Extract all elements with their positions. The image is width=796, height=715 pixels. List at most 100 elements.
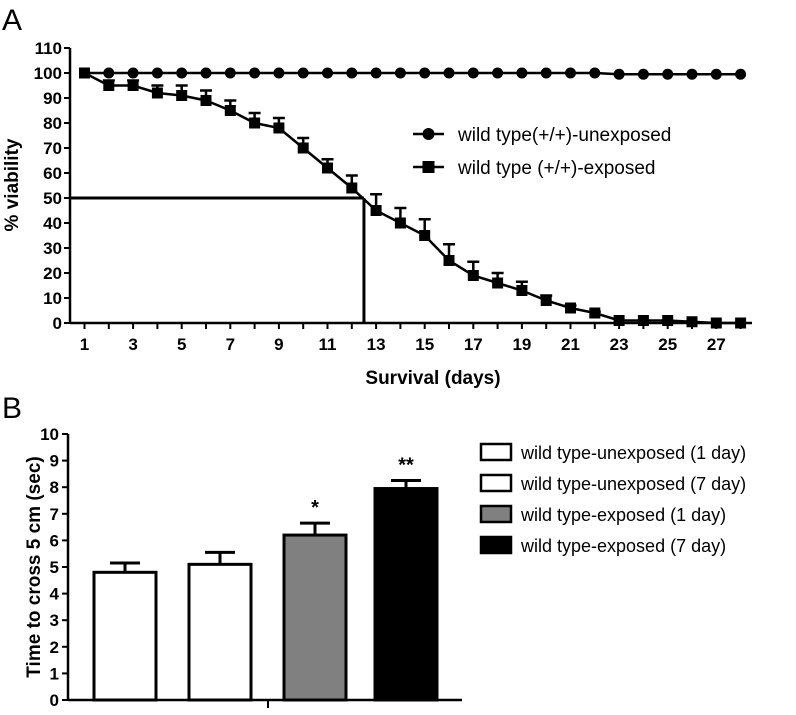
data-point-unexposed (492, 67, 504, 79)
panel-a-reference-lines (70, 196, 366, 323)
data-point-unexposed (637, 68, 649, 80)
data-point-exposed (686, 316, 698, 328)
bar-2 (187, 562, 253, 702)
data-point-exposed (419, 230, 431, 241)
data-point-unexposed (710, 68, 722, 80)
significance-marker-4: ** (398, 455, 414, 477)
legend-marker-square (422, 161, 435, 173)
data-point-exposed (346, 182, 358, 194)
legend-label-4: wild type-exposed (7 day) (520, 536, 726, 556)
y-tick-label: 3 (50, 611, 59, 630)
panel-a-x-axis-title: Survival (days) (365, 368, 500, 389)
panel-a-y-ticks: 0 10 20 30 40 50 60 70 80 90 100 110 (34, 39, 70, 333)
y-tick-label: 7 (50, 505, 59, 524)
panel-a-label: A (2, 4, 22, 37)
y-tick-label: 30 (43, 239, 62, 258)
y-tick-label: 0 (50, 691, 59, 710)
data-point-unexposed (589, 67, 601, 79)
data-point-exposed (249, 117, 261, 129)
panel-a-x-ticks: 1 3 5 7 9 11 13 15 17 19 21 23 25 27 (80, 323, 742, 354)
panel-a-legend: wild type(+/+)-unexposed wild type (+/+)… (413, 125, 671, 179)
legend-swatch-3 (479, 504, 513, 524)
data-point-unexposed (297, 67, 309, 79)
y-tick-label: 10 (43, 289, 62, 308)
data-point-unexposed (224, 67, 236, 79)
data-point-exposed (443, 255, 455, 266)
data-point-exposed (613, 315, 625, 326)
panel-b-y-axis-title: Time to cross 5 cm (sec) (24, 456, 45, 677)
data-point-unexposed (565, 67, 576, 79)
x-tick-label: 5 (177, 335, 186, 354)
data-point-unexposed (419, 67, 431, 79)
y-tick-label: 8 (50, 478, 59, 497)
legend-label-3: wild type-exposed (1 day) (520, 505, 726, 525)
series-line-unexposed (84, 71, 741, 76)
data-point-unexposed (200, 67, 212, 79)
y-tick-label: 20 (43, 264, 62, 283)
data-point-exposed (151, 87, 163, 99)
bar-4 (373, 487, 439, 702)
bar-3 (282, 533, 348, 702)
legend-label-2: wild type-unexposed (7 day) (520, 474, 746, 494)
data-point-unexposed (127, 67, 139, 79)
data-point-exposed (589, 307, 601, 319)
data-point-unexposed (443, 67, 455, 79)
x-tick-label: 21 (561, 335, 580, 354)
data-point-exposed (662, 315, 674, 326)
data-point-exposed (103, 80, 115, 91)
y-tick-label: 5 (50, 558, 59, 577)
panel-b-y-ticks: 0 1 2 3 4 5 6 7 8 9 10 (40, 425, 68, 710)
data-point-unexposed (151, 67, 163, 79)
y-tick-label: 110 (35, 39, 62, 58)
data-point-exposed (710, 317, 722, 329)
legend-swatch-4 (479, 535, 513, 555)
data-point-exposed (273, 122, 285, 134)
legend-marker-circle (422, 128, 435, 140)
x-tick-label: 17 (464, 335, 483, 354)
y-tick-label: 1 (50, 664, 59, 683)
y-tick-label: 4 (50, 585, 60, 604)
significance-marker-3: * (311, 497, 319, 519)
panel-b-legend: wild type-unexposed (1 day) wild type-une… (479, 442, 746, 556)
legend-label-1: wild type-unexposed (1 day) (520, 443, 746, 463)
x-tick-label: 27 (707, 335, 726, 354)
data-point-unexposed (249, 67, 261, 79)
data-point-exposed (637, 315, 649, 326)
data-point-exposed (394, 217, 406, 229)
y-tick-label: 80 (43, 114, 62, 133)
series-line-exposed (83, 71, 741, 325)
data-point-exposed (224, 105, 236, 116)
x-tick-label: 7 (226, 335, 235, 354)
x-tick-label: 25 (658, 335, 677, 354)
panel-a-y-axis-title: % viability (2, 138, 23, 231)
legend-label-unexposed: wild type(+/+)-unexposed (457, 125, 671, 146)
legend-label-exposed: wild type (+/+)-exposed (457, 158, 656, 179)
data-point-exposed (467, 270, 479, 281)
x-tick-label: 13 (367, 335, 386, 354)
y-tick-label: 6 (50, 531, 59, 550)
y-tick-label: 40 (43, 214, 62, 233)
y-tick-label: 2 (50, 638, 59, 657)
data-point-exposed (492, 277, 504, 289)
data-point-unexposed (176, 67, 188, 79)
data-point-exposed (540, 295, 552, 306)
data-point-exposed (370, 205, 382, 216)
panel-b-bars: *** (92, 455, 439, 702)
x-tick-label: 19 (512, 335, 531, 354)
data-point-unexposed (735, 68, 747, 80)
x-tick-label: 1 (80, 335, 89, 354)
x-tick-label: 3 (128, 335, 137, 354)
data-point-exposed (735, 317, 747, 329)
legend-swatch-1 (479, 442, 513, 462)
data-point-unexposed (322, 67, 333, 79)
data-point-unexposed (370, 67, 382, 79)
data-point-unexposed (540, 67, 552, 79)
bar-1 (92, 570, 158, 702)
y-tick-label: 9 (50, 452, 59, 471)
data-point-exposed (516, 285, 528, 296)
data-point-exposed (200, 95, 212, 106)
data-point-exposed (79, 67, 90, 79)
